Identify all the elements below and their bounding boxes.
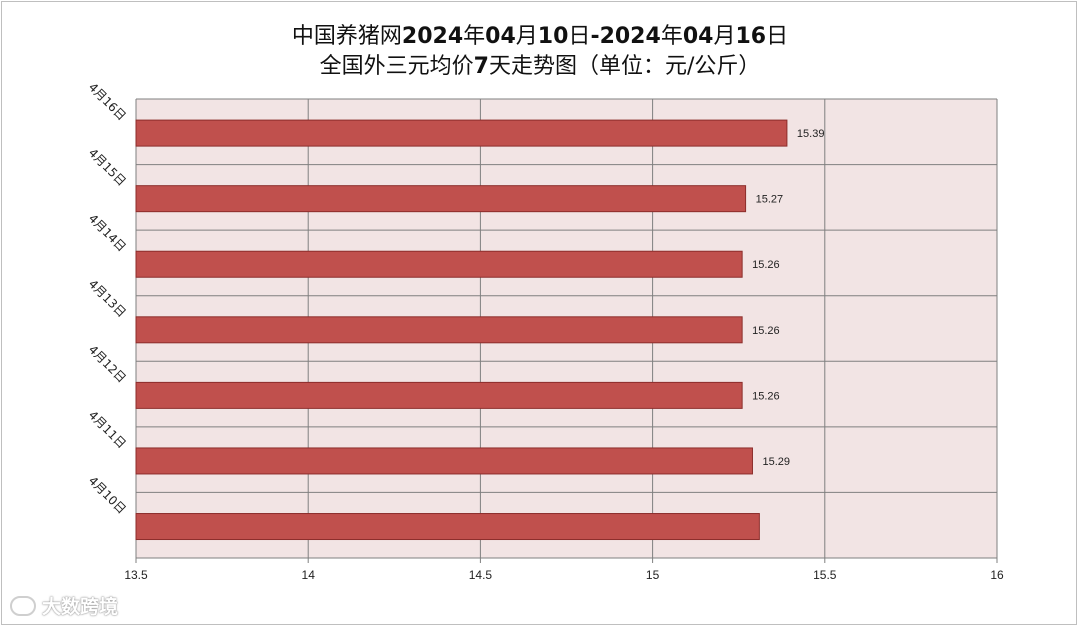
title-text: 04 [682,24,714,49]
y-tick-label: 4月15日 [86,146,129,189]
bar [135,185,747,213]
watermark: 大数跨境 [10,592,118,619]
title-text: 年 [463,24,486,49]
title-text: 全国外三元均价 [319,54,474,79]
bar [135,119,788,147]
watermark-text: 大数跨境 [42,596,119,618]
title-text: 年 [660,24,683,49]
x-tick-label: 16 [990,568,1004,582]
x-tick-label: 15.5 [813,568,837,582]
title-text: 10 [537,24,569,49]
bar [135,513,760,541]
title-text: 04 [485,24,516,49]
bar [135,316,743,344]
x-tick-label: 14 [302,568,316,582]
x-tick-label: 15 [646,568,660,582]
title-text: 天走势图（单位：元/公斤） [488,54,761,79]
title-text: 16 [735,24,767,49]
title-text: -2024 [590,24,661,49]
title-text: 日 [568,24,591,49]
y-tick-label: 4月13日 [86,277,129,320]
chart-title-line1: 中国养猪网2024年04月10日-2024年04月16日 [0,18,1080,50]
y-tick-label: 4月14日 [86,211,129,254]
title-text: 7 [473,54,489,79]
title-text: 2024 [401,24,464,49]
bar [135,250,743,278]
data-label: 15.26 [752,259,780,271]
title-text: 月 [515,24,538,49]
watermark-logo-icon [10,595,36,616]
bar [135,381,743,409]
y-tick-label: 4月16日 [86,80,129,123]
x-tick-label: 14.5 [469,568,493,582]
data-label: 15.39 [797,128,825,140]
y-tick-label: 4月10日 [86,474,129,517]
data-label: 15.26 [752,390,780,402]
title-text: 中国养猪网 [291,24,402,49]
x-tick-label: 13.5 [124,568,148,582]
bar [135,447,753,475]
chart-title-line2: 全国外三元均价7天走势图（单位：元/公斤） [0,48,1080,80]
y-tick-label: 4月12日 [86,342,129,385]
data-label: 15.27 [756,194,784,206]
y-tick-label: 4月11日 [86,408,129,451]
data-label: 15.26 [752,325,780,337]
title-text: 日 [766,24,789,49]
title-text: 月 [713,24,736,49]
data-label: 15.29 [762,456,790,468]
